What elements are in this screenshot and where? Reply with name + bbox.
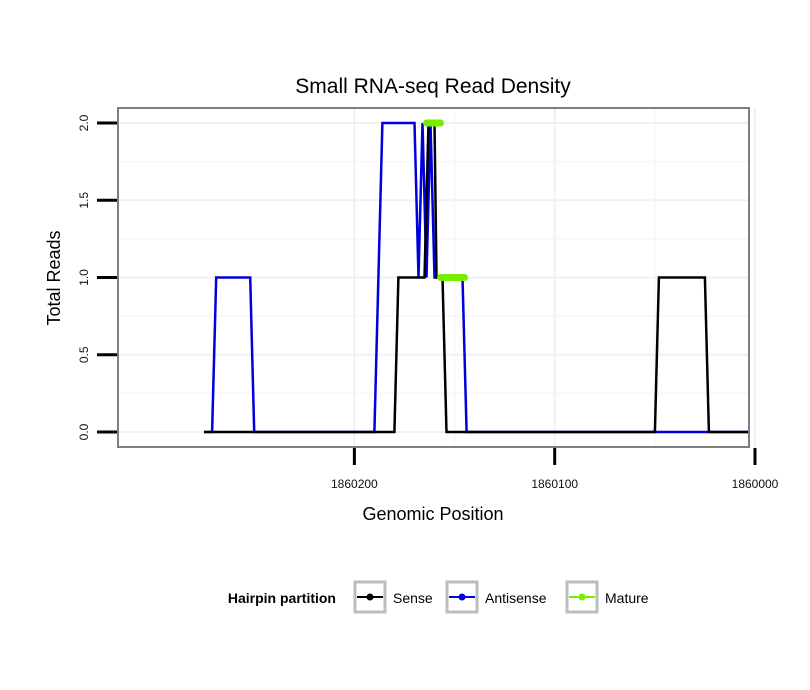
legend-item-mature: Mature [565, 580, 649, 614]
y-tick-label: 2.0 [77, 114, 91, 131]
legend-item-antisense: Antisense [445, 580, 547, 614]
y-axis-label: Total Reads [44, 230, 64, 325]
legend-label-antisense: Antisense [485, 590, 547, 606]
legend-item-sense: Sense [353, 580, 433, 614]
plot-border [117, 107, 750, 448]
x-axis-label: Genomic Position [362, 504, 503, 524]
series-layer [204, 119, 749, 434]
legend-label-mature: Mature [605, 590, 649, 606]
y-tick-label: 0.5 [77, 346, 91, 363]
x-tick-label: 1860000 [732, 477, 779, 491]
x-tick-label: 1860100 [531, 477, 578, 491]
legend-point-sense [366, 593, 374, 601]
legend-point-mature [578, 593, 586, 601]
y-tick-label: 1.0 [77, 269, 91, 286]
legend-title: Hairpin partition [228, 590, 336, 606]
y-axis: 0.0 0.5 1.0 1.5 2.0 [77, 114, 117, 440]
y-tick-label: 1.5 [77, 192, 91, 209]
legend-label-sense: Sense [393, 590, 433, 606]
x-axis: 1860200 1860100 1860000 [331, 448, 779, 491]
y-tick-label: 0.0 [77, 423, 91, 440]
series-sense-line [204, 121, 749, 434]
legend: Hairpin partition Sense Antisense Mature [228, 580, 649, 614]
chart-title: Small RNA-seq Read Density [295, 75, 571, 98]
legend-point-antisense [458, 593, 466, 601]
legend-items: Sense Antisense Mature [353, 580, 649, 614]
x-tick-label: 1860200 [331, 477, 378, 491]
